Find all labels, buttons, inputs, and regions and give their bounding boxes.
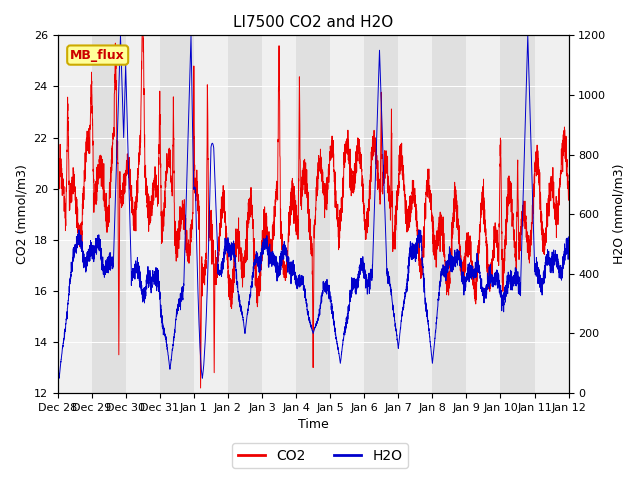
Bar <box>58 36 92 393</box>
Y-axis label: H2O (mmol/m3): H2O (mmol/m3) <box>612 164 625 264</box>
Legend: CO2, H2O: CO2, H2O <box>232 443 408 468</box>
Bar <box>262 36 296 393</box>
X-axis label: Time: Time <box>298 419 328 432</box>
Text: MB_flux: MB_flux <box>70 48 125 61</box>
Bar <box>534 36 568 393</box>
Bar <box>398 36 432 393</box>
Title: LI7500 CO2 and H2O: LI7500 CO2 and H2O <box>233 15 393 30</box>
Bar <box>467 36 500 393</box>
Bar <box>330 36 364 393</box>
Y-axis label: CO2 (mmol/m3): CO2 (mmol/m3) <box>15 164 28 264</box>
Bar <box>125 36 160 393</box>
Bar <box>194 36 228 393</box>
